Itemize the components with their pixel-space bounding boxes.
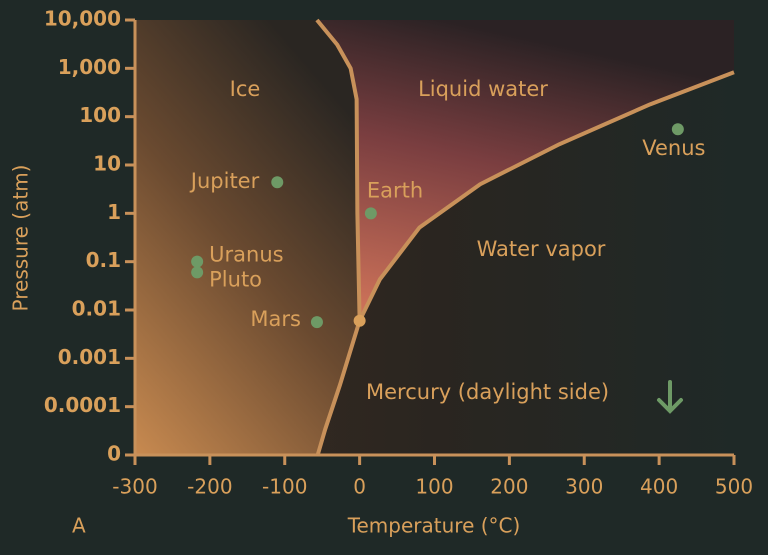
y-tick-label: 1,000 [58,55,121,79]
y-tick-label: 10,000 [44,7,121,31]
phase-boundary [315,18,362,321]
planet-label: Pluto [209,267,262,291]
phase-boundary [357,70,735,322]
region-label: Ice [230,77,261,101]
x-tick-label: 200 [490,475,528,499]
annotation: Mercury (daylight side) [366,380,609,404]
planet-point [671,123,684,136]
planet-point [310,316,323,329]
phase-boundary [315,320,362,456]
x-tick-label: 400 [640,475,678,499]
planet-label: Mars [250,307,301,331]
ice-region [135,20,360,455]
arrow [657,380,683,414]
planet-point [364,207,377,220]
planet-label: Uranus [209,243,283,267]
y-tick-label: 0.0001 [44,393,121,417]
planet-point [191,255,204,268]
y-tick-label: 1 [107,200,121,224]
planet-point [191,266,204,279]
planet-label: Earth [367,178,423,202]
y-tick-label: 10 [93,152,121,176]
x-tick-label: -200 [187,475,232,499]
x-tick-label: 0 [353,475,366,499]
planet-point [271,176,284,189]
x-tick-label: 100 [415,475,453,499]
liquid-region [316,20,734,321]
y-tick-label: 100 [79,103,121,127]
x-tick-label: 500 [715,475,753,499]
region-label: Water vapor [477,237,606,261]
y-tick-label: 0 [107,442,121,466]
x-tick-label: 300 [565,475,603,499]
y-tick-label: 0.001 [58,345,121,369]
panel-label: A [72,514,86,538]
regions [135,20,734,455]
y-tick-label: 0.1 [86,248,121,272]
planet-label: Jupiter [189,169,260,193]
x-axis-label: Temperature (°C) [347,514,521,538]
y-axis-label: Pressure (atm) [9,165,33,312]
region-label: Liquid water [418,77,548,101]
x-tick-label: -300 [112,475,157,499]
triple-point [353,314,366,327]
x-tick-label: -100 [262,475,307,499]
y-tick-label: 0.01 [72,297,121,321]
planet-label: Venus [642,136,705,160]
